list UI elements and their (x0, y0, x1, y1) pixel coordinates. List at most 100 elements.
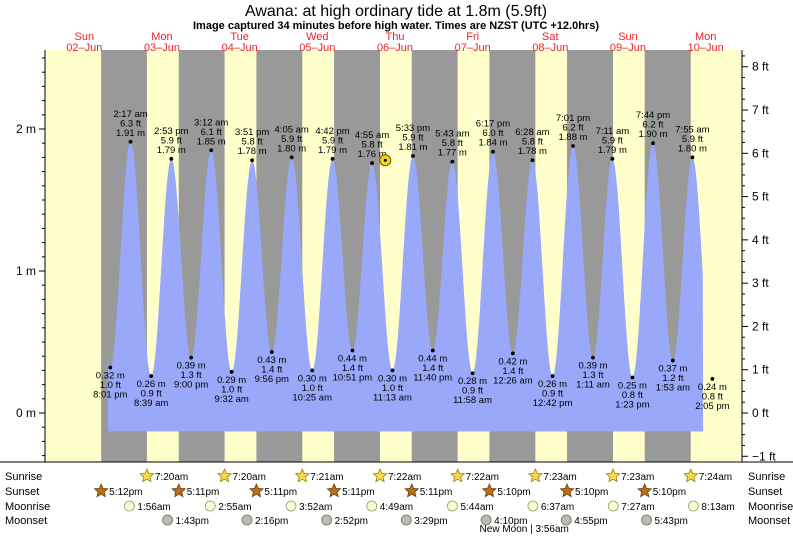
current-tide-marker (379, 154, 392, 167)
tide-high-label: 5:33 pm (396, 123, 430, 134)
day-date: 03–Jun (144, 42, 180, 54)
moonset-time: 4:55pm (574, 516, 607, 527)
sunset-icon (248, 482, 265, 498)
day-date: 06–Jun (377, 42, 413, 54)
sunset-icon (171, 482, 187, 498)
tide-low-label: 2:05 pm (695, 401, 729, 412)
y-right-tick-label: 8 ft (752, 60, 769, 74)
tide-high-label: 1.79 m (318, 145, 347, 156)
tide-low-label: 1:53 am (656, 382, 690, 393)
tide-low-label: 1.4 ft (502, 366, 523, 377)
moonrise-icon (607, 500, 619, 512)
tide-high-point (571, 144, 575, 148)
tide-high-label: 2:17 am (113, 109, 147, 120)
tide-high-label: 5:43 am (435, 129, 469, 140)
day-date: 09–Jun (610, 42, 646, 54)
tide-low-label: 8:39 am (134, 398, 168, 409)
tide-high-point (530, 158, 535, 163)
moonrise-time: 5:44am (460, 502, 493, 513)
day-date: 04–Jun (222, 42, 258, 54)
tide-high-point (169, 156, 174, 161)
tide-low-label: 1.4 ft (342, 363, 363, 374)
day-name: Sat (542, 31, 559, 43)
row-label-right: Sunrise (748, 471, 785, 483)
tide-low-label: 11:58 am (453, 395, 492, 406)
tide-high-point (450, 159, 455, 164)
moonset-time: 3:29pm (414, 516, 447, 527)
tide-low-label: 12:42 pm (533, 398, 573, 409)
tide-low-label: 1.0 ft (382, 383, 403, 394)
sunrise-icon (139, 467, 155, 483)
tide-low-point (510, 351, 515, 356)
sunset-icon (404, 482, 420, 498)
tide-low-point (149, 374, 154, 378)
tide-low-point (350, 348, 355, 353)
row-label-right: Moonset (748, 515, 790, 527)
day-date: 08–Jun (532, 42, 568, 54)
y-right-tick-label: 6 ft (752, 146, 769, 160)
day-name: Mon (695, 31, 716, 43)
tide-high-label: 3:12 am (194, 117, 228, 128)
moonrise-time: 6:37am (541, 502, 574, 513)
tide-high-label: 1.78 m (238, 146, 267, 157)
tide-high-point (330, 156, 335, 161)
tide-high-label: 1.77 m (438, 148, 467, 159)
chart-title: Awana: at high ordinary tide at 1.8m (5.… (245, 3, 547, 20)
tide-high-point (411, 154, 415, 158)
tide-low-label: 0.29 m (217, 375, 246, 386)
sunrise-icon (605, 467, 621, 483)
sunset-icon (93, 482, 109, 498)
moonset-time: 2:52pm (335, 516, 368, 527)
tide-high-label: 1.85 m (197, 136, 226, 147)
moonrise-icon (124, 500, 135, 512)
moonset-icon (162, 514, 173, 526)
tide-high-label: 5.9 ft (682, 134, 703, 145)
moonset-icon (641, 514, 652, 526)
tide-high-label: 1.80 m (277, 143, 306, 154)
tide-high-label: 2:53 pm (154, 126, 188, 137)
tide-low-label: 1.3 ft (181, 370, 202, 381)
tide-low-label: 10:25 am (292, 392, 332, 403)
sunrise-time: 7:22am (466, 472, 499, 483)
tide-high-label: 5.9 ft (322, 135, 343, 146)
tide-low-label: 9:00 pm (174, 380, 208, 391)
tide-low-point (390, 368, 395, 373)
sunrise-icon (527, 467, 543, 483)
day-name: Sun (618, 31, 638, 43)
tide-high-point (128, 139, 133, 144)
moonset-time: 1:43pm (176, 516, 209, 527)
tide-high-label: 1.90 m (638, 129, 667, 140)
sunset-time: 5:12pm (109, 487, 142, 498)
day-name: Mon (151, 31, 172, 43)
day-headers: Sun02–JunMon03–JunTue04–JunWed05–JunThu0… (66, 31, 723, 54)
tide-high-label: 1.79 m (157, 145, 186, 156)
day-name: Tue (230, 31, 249, 43)
moonrise-icon (527, 500, 539, 512)
tide-high-label: 5.9 ft (281, 134, 302, 145)
tide-high-label: 1.88 m (559, 132, 588, 143)
tide-low-point (550, 374, 555, 378)
sunrise-icon (450, 467, 466, 483)
tide-low-label: 0.44 m (418, 354, 447, 365)
tide-low-label: 0.39 m (177, 361, 206, 372)
tide-high-label: 1.81 m (398, 142, 427, 153)
sunrise-icon (294, 467, 310, 483)
tide-low-label: 10:51 pm (333, 373, 373, 384)
tide-high-label: 6:17 pm (476, 119, 510, 130)
tide-low-label: 11:13 am (373, 392, 412, 403)
sunset-time: 5:11pm (342, 487, 375, 498)
tide-low-label: 1.4 ft (261, 364, 282, 375)
tide-high-label: 5.8 ft (522, 137, 543, 148)
moonset-icon (560, 514, 572, 526)
moonrise-icon (446, 500, 458, 512)
tide-low-label: 11:40 pm (413, 373, 452, 384)
moonset-time: 2:16pm (255, 516, 288, 527)
tide-low-label: 0.39 m (578, 361, 607, 372)
tide-low-label: 0.30 m (298, 373, 327, 384)
tide-high-label: 1.78 m (518, 146, 547, 157)
sunrise-time: 7:20am (233, 472, 266, 483)
moonrise-icon (688, 500, 699, 512)
sunset-time: 5:10pm (497, 487, 530, 498)
moonset-icon (241, 514, 253, 526)
